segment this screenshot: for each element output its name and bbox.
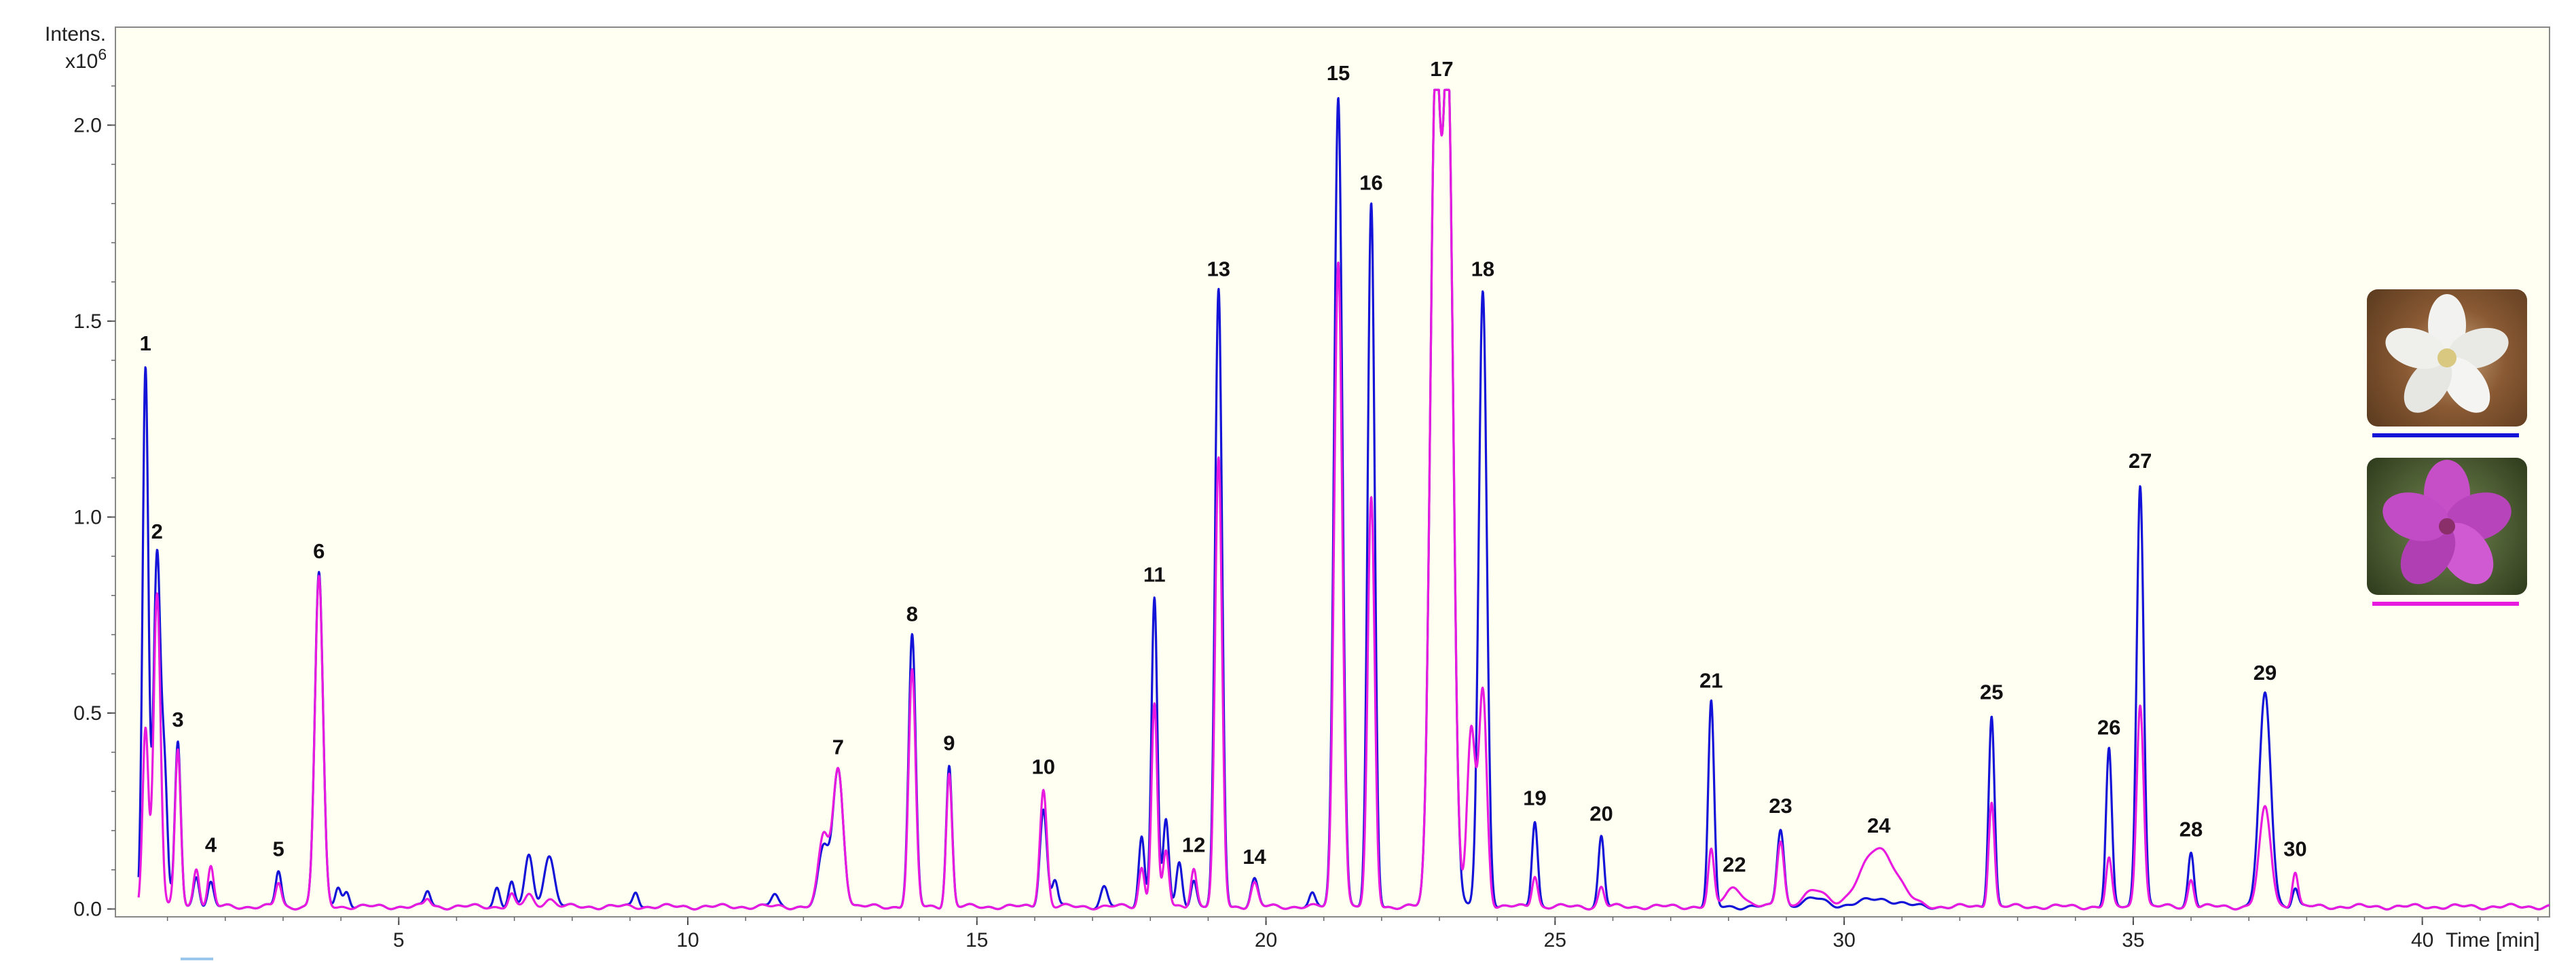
peak-label: 30 — [2283, 837, 2306, 861]
x-axis: 5 10 15 20 25 30 35 40 — [166, 917, 2539, 951]
peak-label: 26 — [2097, 716, 2120, 740]
x-tick-label: 30 — [1833, 929, 1855, 951]
x-tick-label: 10 — [676, 929, 699, 951]
legend-line-blue — [2372, 433, 2519, 437]
y-tick-label: 2.0 — [73, 114, 102, 137]
peak-label: 27 — [2129, 449, 2152, 473]
peak-label: 16 — [1359, 170, 1382, 194]
peak-label: 10 — [1031, 755, 1054, 778]
x-axis-title: Time [min] — [2446, 929, 2540, 951]
x-axis-marker — [181, 958, 213, 960]
pink-petals — [2382, 460, 2511, 585]
peak-label: 19 — [1523, 786, 1546, 810]
peak-label: 7 — [832, 735, 844, 759]
white-flower-graphic — [2385, 294, 2509, 413]
y-axis-scale: x106 — [65, 46, 107, 73]
peak-label: 28 — [2179, 818, 2203, 841]
y-axis-scale-base: x10 — [65, 50, 98, 73]
y-tick-label: 1.0 — [73, 506, 102, 528]
x-tick-label: 25 — [1544, 929, 1566, 951]
x-tick-label: 20 — [1255, 929, 1277, 951]
legend-pink-flower-icon — [2367, 458, 2527, 595]
y-axis: 0.0 0.5 1.0 1.5 2.0 — [73, 85, 115, 920]
legend-line-magenta — [2372, 602, 2519, 606]
y-tick-label: 0.0 — [73, 898, 102, 920]
pink-flower-graphic — [2382, 460, 2511, 585]
white-petals — [2385, 294, 2509, 413]
legend-white-flower-icon — [2367, 289, 2527, 427]
peak-label: 4 — [205, 833, 217, 857]
peak-label: 8 — [906, 602, 918, 625]
series-layer — [137, 88, 2550, 911]
x-tick-label: 5 — [393, 929, 405, 951]
peak-label: 20 — [1589, 802, 1613, 826]
peak-label: 18 — [1471, 257, 1494, 280]
x-tick-label: 35 — [2122, 929, 2144, 951]
peak-label: 9 — [943, 731, 955, 755]
y-tick-label: 1.5 — [73, 310, 102, 333]
peak-label: 22 — [1723, 853, 1746, 877]
y-axis-scale-exponent: 6 — [98, 46, 107, 63]
peak-label: 6 — [313, 539, 325, 563]
peak-label: 3 — [172, 708, 183, 731]
x-tick-label: 40 — [2411, 929, 2433, 951]
peak-label: 5 — [273, 837, 284, 861]
peak-label: 29 — [2253, 661, 2277, 685]
peak-label: 14 — [1243, 845, 1266, 869]
peak-label: 25 — [1980, 680, 2003, 704]
peak-label: 24 — [1867, 814, 1891, 837]
peak-label: 13 — [1207, 257, 1230, 280]
peak-label: 12 — [1182, 833, 1205, 857]
peak-label: 11 — [1143, 563, 1166, 587]
plot-area — [115, 26, 2550, 918]
peak-label: 17 — [1430, 57, 1453, 81]
peak-label: 1 — [140, 331, 151, 355]
series-line-magenta — [137, 88, 2550, 911]
x-tick-label: 15 — [965, 929, 988, 951]
peak-label: 23 — [1769, 794, 1792, 818]
y-axis-title: Intens. — [45, 23, 106, 46]
peak-label: 21 — [1699, 668, 1723, 692]
y-tick-label: 0.5 — [73, 702, 102, 725]
peak-label: 2 — [151, 520, 163, 543]
peak-label: 15 — [1327, 61, 1350, 85]
